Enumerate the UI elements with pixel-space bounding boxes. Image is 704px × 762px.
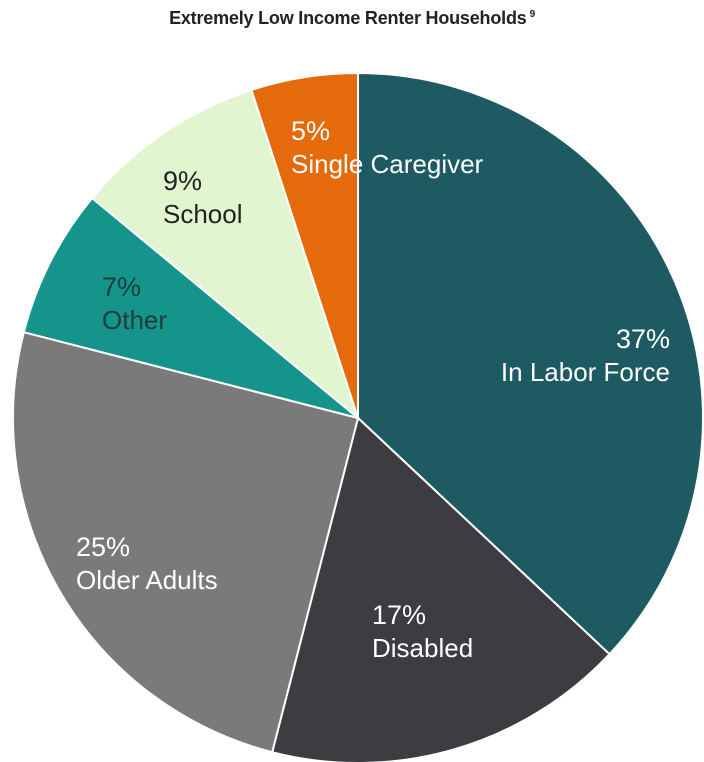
pie-slice-school bbox=[90, 88, 361, 421]
slice-percent-older-adults: 25% bbox=[76, 532, 130, 562]
slice-label-disabled: Disabled bbox=[372, 633, 473, 663]
slice-label-other: Other bbox=[102, 305, 167, 335]
chart-title: Extremely Low Income Renter Households 9 bbox=[0, 8, 704, 29]
pie-slice-single-caregiver bbox=[250, 71, 359, 419]
pie-slice-older-adults bbox=[12, 330, 360, 754]
pie-slice-in-labor-force bbox=[357, 71, 704, 656]
slice-label-single-caregiver: Single Caregiver bbox=[291, 149, 484, 179]
pie-slice-other bbox=[22, 196, 359, 419]
slice-label-in-labor-force: In Labor Force bbox=[501, 357, 670, 387]
slice-percent-single-caregiver: 5% bbox=[291, 116, 330, 146]
slice-label-school: School bbox=[163, 199, 243, 229]
pie-slice-disabled bbox=[270, 416, 611, 762]
title-footnote: 9 bbox=[529, 9, 536, 20]
slice-percent-school: 9% bbox=[163, 166, 202, 196]
slice-percent-disabled: 17% bbox=[372, 600, 426, 630]
slice-percent-in-labor-force: 37% bbox=[616, 324, 670, 354]
slice-label-older-adults: Older Adults bbox=[76, 565, 218, 595]
chart-title-text: Extremely Low Income Renter Households bbox=[169, 8, 527, 28]
slice-percent-other: 7% bbox=[102, 272, 141, 302]
